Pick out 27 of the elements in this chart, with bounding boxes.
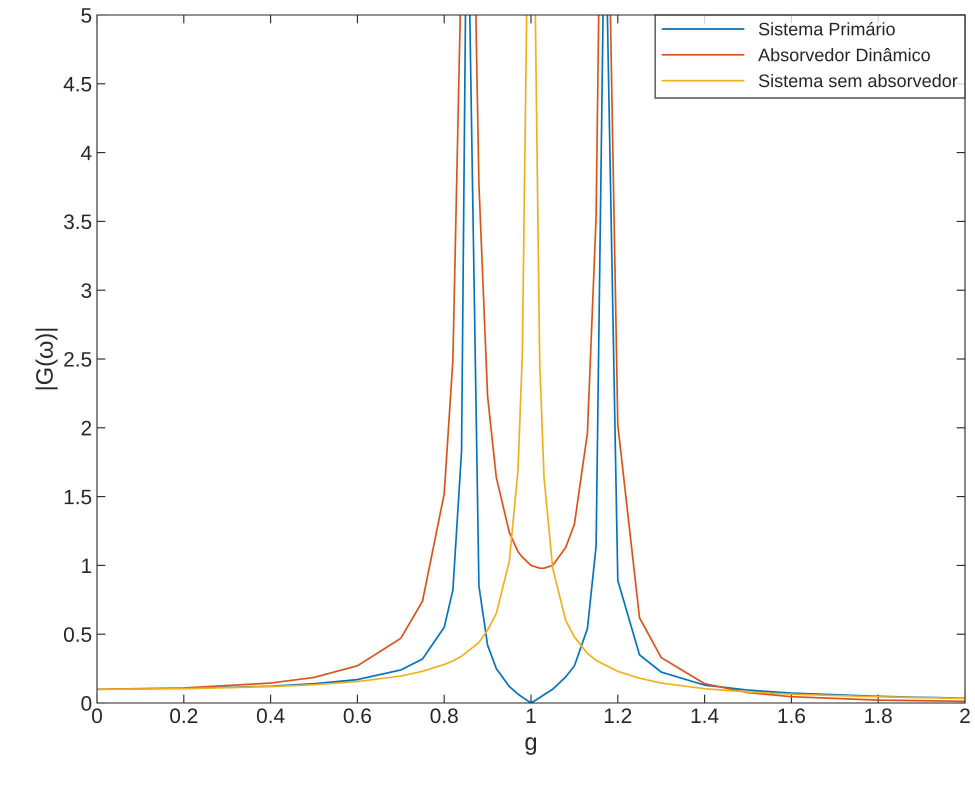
y-tick-label: 2 [82, 420, 92, 436]
y-tick-label: 4.5 [64, 77, 92, 92]
x-tick-label: 1.4 [692, 708, 718, 723]
x-tick-label: 1.8 [865, 708, 892, 724]
y-tick-label: 1 [82, 558, 92, 573]
x-tick-label: 0.4 [256, 708, 284, 724]
y-tick-label: 1.5 [64, 490, 92, 504]
y-tick-label: 3.5 [64, 214, 92, 230]
y-axis-title: |G(ω)| [36, 328, 58, 390]
x-axis-title: g [525, 737, 536, 755]
x-tick-label: 1.6 [778, 708, 805, 724]
x-tick-label: 0.8 [430, 708, 458, 724]
x-tick-label: 0 [92, 708, 102, 724]
x-tick-label: 2 [960, 708, 970, 723]
y-tick-label: 0.5 [64, 627, 92, 642]
y-tick-label: 4 [81, 146, 92, 160]
x-tick-label: 0.6 [344, 708, 371, 724]
legend-label: Sistema sem absorvedor [758, 74, 958, 88]
y-tick-label: 5 [81, 8, 92, 23]
legend-label: Sistema Primário [758, 22, 895, 36]
y-tick-label: 3 [81, 283, 92, 298]
x-tick-label: 1.2 [604, 708, 632, 723]
x-tick-label: 1 [526, 708, 536, 723]
legend-label: Absorvedor Dinâmico [758, 48, 930, 62]
y-tick-label: 2.5 [64, 352, 92, 367]
x-tick-label: 0.2 [170, 708, 198, 724]
y-tick-label: 0 [81, 696, 92, 711]
